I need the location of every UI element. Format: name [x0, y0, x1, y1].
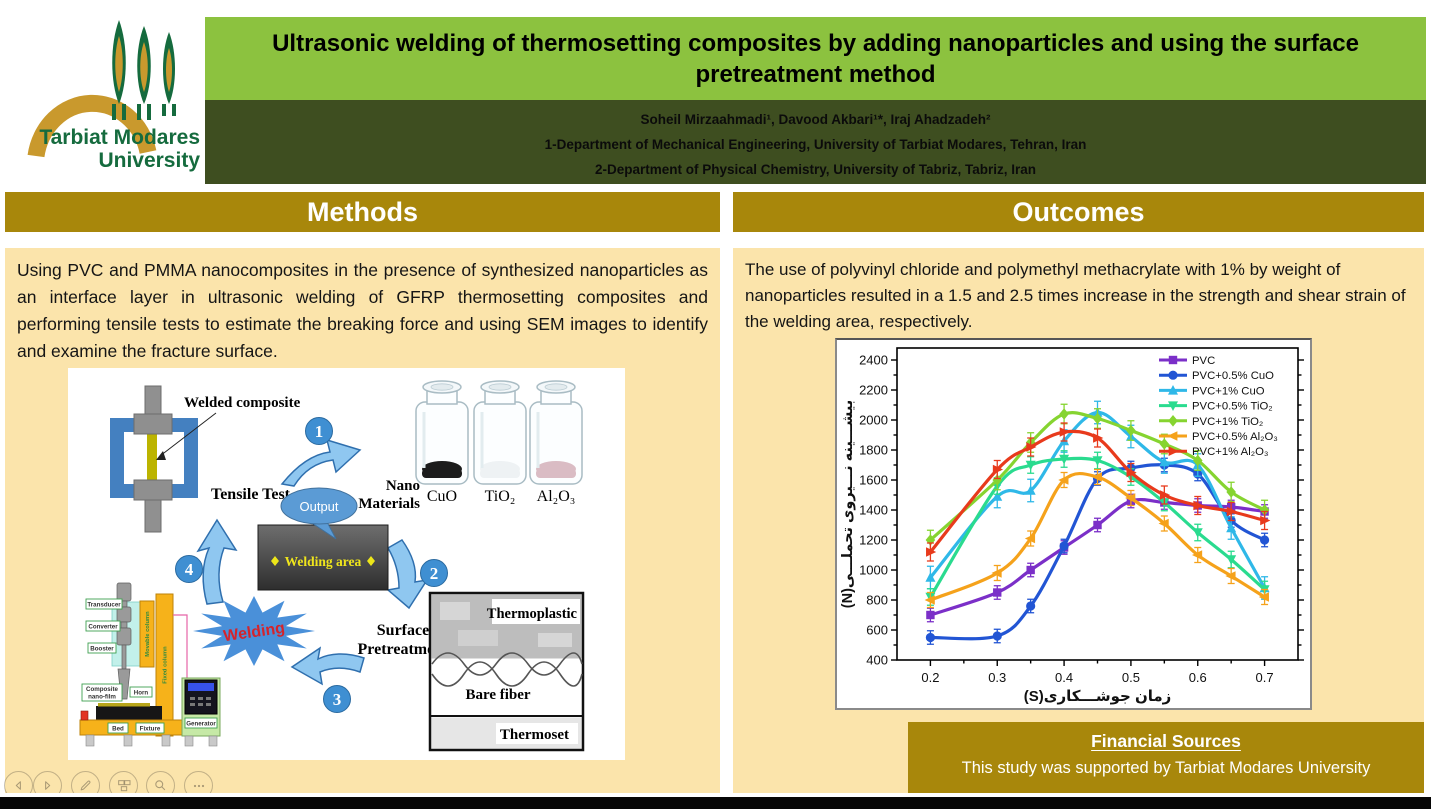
- layer-bare-fiber-label: Bare fiber: [465, 687, 530, 703]
- authors-line: Soheil Mirzaahmadi¹, Davood Akbari¹*, Ir…: [640, 112, 991, 127]
- ultrasonic-welder-machine-icon: Movable column Fixed column Transducer C…: [79, 582, 221, 747]
- movable-column-label: Movable column: [145, 611, 151, 657]
- svg-text:PVC+0.5% Al₂O₃: PVC+0.5% Al₂O₃: [1192, 431, 1278, 443]
- svg-text:0.2: 0.2: [921, 670, 939, 685]
- converter-label: Converter: [88, 624, 118, 631]
- jar-label-al2o3: Al₂O₃: [537, 488, 576, 505]
- tensile-test-fixture-icon: [110, 385, 198, 533]
- svg-text:1800: 1800: [859, 443, 888, 458]
- svg-text:1400: 1400: [859, 503, 888, 518]
- output-label: Output: [299, 499, 338, 514]
- svg-text:2000: 2000: [859, 413, 888, 428]
- poster-title: Ultrasonic welding of thermosetting comp…: [272, 29, 1359, 88]
- svg-text:PVC: PVC: [1192, 355, 1215, 367]
- svg-text:400: 400: [866, 653, 888, 668]
- svg-text:PVC+1% CuO: PVC+1% CuO: [1192, 385, 1265, 397]
- composite-nano-film-label-1: Composite: [86, 686, 119, 693]
- output-bubble: Output: [280, 487, 358, 540]
- svg-text:PVC+1% TiO₂: PVC+1% TiO₂: [1192, 416, 1263, 428]
- layer-thermoplastic-label: Thermoplastic: [487, 606, 578, 622]
- welding-area-image: Welding area: [257, 524, 389, 591]
- svg-text:1200: 1200: [859, 533, 888, 548]
- nano-materials-label-1: Nano: [386, 478, 420, 494]
- all-slides-icon: [117, 779, 130, 791]
- next-icon: [45, 781, 51, 790]
- methods-paragraph: Using PVC and PMMA nanocomposites in the…: [17, 260, 708, 361]
- svg-text:0.3: 0.3: [988, 670, 1006, 685]
- outcomes-section-header: Outcomes: [733, 192, 1424, 232]
- results-chart: 400 600 800 1000 1200 1400 1600 1800 2000 2200 240…: [835, 338, 1312, 710]
- pen-icon: [80, 780, 91, 791]
- booster-label: Booster: [90, 646, 114, 653]
- generator-label: Generator: [186, 721, 216, 728]
- methods-figure: Welded composite Tensile Test 1 2 3 4: [68, 368, 625, 760]
- financial-sources-body: This study was supported by Tarbiat Moda…: [961, 759, 1371, 777]
- university-logo: Tarbiat Modares University: [22, 4, 204, 186]
- welding-area-label: Welding area: [285, 554, 362, 569]
- bed-label: Bed: [112, 726, 124, 733]
- svg-text:PVC+0.5% TiO₂: PVC+0.5% TiO₂: [1192, 401, 1273, 413]
- svg-text:PVC+1% Al₂O₃: PVC+1% Al₂O₃: [1192, 446, 1269, 458]
- svg-text:بیشـــینه نـــیروی تحملـــی(N): بیشـــینه نـــیروی تحملـــی(N): [840, 400, 856, 608]
- svg-text:2200: 2200: [859, 383, 888, 398]
- financial-sources-box: Financial Sources This study was support…: [908, 722, 1424, 793]
- svg-text:زمان جوشـــکاری(S): زمان جوشـــکاری(S): [1024, 688, 1172, 705]
- transducer-label: Transducer: [87, 602, 121, 609]
- step-1: 1: [315, 422, 324, 441]
- composite-nano-film-label-2: nano-film: [88, 694, 116, 701]
- svg-text:1600: 1600: [859, 473, 888, 488]
- jar-label-cuo: CuO: [427, 488, 457, 505]
- layers-cross-section-image: Thermoplastic Bare fiber Thermoset: [428, 591, 585, 752]
- logo-cypress-trees-icon: [112, 20, 176, 120]
- fixed-column-label: Fixed column: [163, 646, 169, 684]
- outcomes-paragraph: The use of polyvinyl chloride and polyme…: [745, 260, 1406, 331]
- nano-materials-label-2: Materials: [358, 496, 420, 512]
- slide-bottom-edge: [0, 793, 1431, 797]
- step-3: 3: [333, 690, 342, 709]
- magnifier-icon: [155, 780, 166, 791]
- svg-text:0.7: 0.7: [1256, 670, 1274, 685]
- logo-text-line1: Tarbiat Modares: [39, 126, 200, 149]
- welding-starburst-icon: [193, 596, 315, 666]
- cycle-arrows-icon: [196, 438, 429, 686]
- authors-bar: Soheil Mirzaahmadi¹, Davood Akbari¹*, Ir…: [205, 100, 1426, 184]
- svg-text:2400: 2400: [859, 353, 888, 368]
- step-circles: 1 2 3 4: [175, 417, 448, 713]
- financial-sources-title: Financial Sources: [1091, 731, 1241, 751]
- welded-composite-label: Welded composite: [184, 395, 301, 411]
- previous-icon: [15, 781, 21, 790]
- surface-pretreatment-label-2: Pretreatment: [358, 641, 450, 658]
- affiliation-2: 2-Department of Physical Chemistry, Univ…: [594, 162, 1037, 177]
- methods-panel: Using PVC and PMMA nanocomposites in the…: [5, 248, 720, 793]
- affiliation-1: 1-Department of Mechanical Engineering, …: [544, 137, 1087, 152]
- methods-section-header: Methods: [5, 192, 720, 232]
- svg-text:PVC+0.5% CuO: PVC+0.5% CuO: [1192, 370, 1274, 382]
- svg-text:0.5: 0.5: [1122, 670, 1140, 685]
- layer-thermoset-label: Thermoset: [500, 727, 569, 743]
- svg-text:800: 800: [866, 593, 888, 608]
- surface-pretreatment-label-1: Surface: [377, 622, 429, 639]
- svg-text:1000: 1000: [859, 563, 888, 578]
- logo-arch-icon: [27, 94, 157, 158]
- svg-text:0.4: 0.4: [1055, 670, 1073, 685]
- horn-label: Horn: [134, 690, 149, 697]
- step-2: 2: [430, 564, 439, 583]
- outcomes-panel: The use of polyvinyl chloride and polyme…: [733, 248, 1424, 793]
- logo-text-line2: University: [98, 149, 200, 172]
- fixture-label: Fixture: [140, 726, 161, 733]
- ellipsis-icon: [193, 784, 204, 787]
- step-4: 4: [185, 560, 194, 579]
- nanoparticle-jars-icon: [415, 380, 583, 485]
- tensile-test-label: Tensile Test: [211, 486, 291, 503]
- poster-title-banner: Ultrasonic welding of thermosetting comp…: [205, 17, 1426, 100]
- bottom-bar: [0, 797, 1431, 809]
- svg-text:600: 600: [866, 623, 888, 638]
- svg-text:0.6: 0.6: [1189, 670, 1207, 685]
- jar-label-tio2: TiO₂: [485, 488, 516, 505]
